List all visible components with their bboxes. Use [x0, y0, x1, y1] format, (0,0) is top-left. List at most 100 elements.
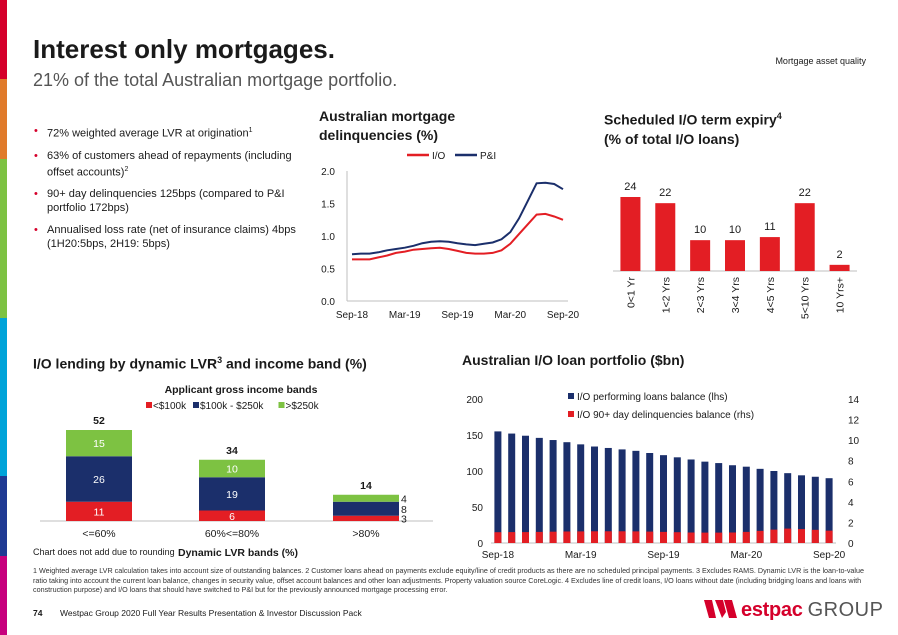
delinquency-balance-bar — [604, 531, 612, 543]
bullet-dot-icon: • — [34, 188, 38, 201]
x-tick-label: Sep-18 — [336, 310, 369, 321]
series-line-i-o — [352, 212, 564, 261]
segment-value-label: 3 — [401, 513, 407, 525]
delinquency-balance-bar — [563, 531, 571, 543]
delinquency-balance-bar — [577, 531, 585, 543]
bar-total-label: 34 — [226, 445, 238, 457]
performing-balance-bar — [701, 461, 709, 543]
y-right-tick-label: 12 — [848, 416, 860, 427]
performing-balance-bar — [591, 446, 598, 543]
x-tick-label: Sep-19 — [441, 310, 474, 321]
legend-label: I/O — [432, 151, 446, 162]
performing-balance-bar — [742, 466, 750, 543]
delinquency-chart-title: Australian mortgage delinquencies (%) — [319, 108, 456, 143]
section-tag: Mortgage asset quality — [775, 56, 866, 66]
y-left-tick-label: 150 — [466, 431, 483, 442]
legend-swatch — [568, 411, 574, 417]
performing-balance-bar — [618, 449, 626, 543]
performing-balance-bar — [825, 478, 833, 543]
x-tick-label: Sep-18 — [482, 550, 515, 561]
delinquency-balance-bar — [756, 530, 764, 543]
delinquency-balance-bar — [660, 531, 667, 543]
bar-value-label: 2 — [837, 249, 843, 261]
delinquency-balance-bar — [508, 532, 516, 543]
portfolio-chart-title: Australian I/O loan portfolio ($bn) — [462, 352, 685, 368]
delinquency-balance-bar — [591, 531, 598, 543]
x-tick-label: Mar-20 — [494, 310, 526, 321]
performing-balance-bar — [646, 453, 654, 543]
delinquency-balance-bar — [742, 531, 750, 543]
side-strip-segment — [0, 555, 7, 635]
x-axis-title: Dynamic LVR bands (%) — [178, 547, 298, 559]
performing-balance-bar — [770, 471, 778, 543]
expiry-chart-title: Scheduled I/O term expiry4 (% of total I/… — [604, 111, 782, 147]
bullet-item: • 90+ day delinquencies 125bps (compared … — [34, 188, 285, 215]
delinquency-balance-bar — [535, 531, 543, 543]
segment-value-label: 26 — [93, 474, 105, 486]
expiry-bar — [829, 264, 850, 271]
stacked-segment — [333, 494, 399, 502]
delinquency-balance-bar — [549, 531, 557, 543]
x-tick-label: <=60% — [82, 528, 115, 540]
y-tick-label: 0.5 — [321, 265, 335, 276]
legend-label: <$100k — [153, 401, 187, 412]
bullet-item: • Annualised loss rate (net of insurance … — [34, 224, 296, 251]
x-tick-label: Sep-20 — [547, 310, 580, 321]
segment-value-label: 19 — [226, 489, 238, 501]
y-left-tick-label: 0 — [477, 539, 483, 550]
x-tick-label: 1<2 Yrs — [660, 277, 672, 313]
delinquency-balance-bar — [784, 528, 792, 543]
performing-balance-bar — [563, 442, 571, 543]
side-color-strip — [0, 0, 7, 635]
y-right-tick-label: 14 — [848, 395, 860, 406]
legend-label: $100k - $250k — [200, 401, 264, 412]
westpac-w-icon — [704, 600, 737, 618]
y-right-tick-label: 0 — [848, 539, 854, 550]
performing-balance-bar — [604, 447, 612, 543]
legend-swatch — [568, 393, 574, 399]
side-strip-segment — [0, 317, 7, 397]
y-tick-label: 1.0 — [321, 232, 335, 243]
bar-value-label: 10 — [694, 224, 706, 236]
bar-total-label: 14 — [360, 480, 372, 492]
performing-balance-bar — [549, 440, 557, 543]
legend-label: P&I — [480, 151, 496, 162]
side-strip-segment — [0, 158, 7, 239]
x-tick-label: Mar-20 — [730, 550, 762, 561]
x-tick-label: Sep-20 — [813, 550, 846, 561]
delinquency-balance-bar — [729, 532, 736, 543]
expiry-bar — [759, 237, 780, 271]
y-right-tick-label: 8 — [848, 457, 854, 468]
delinquency-balance-bar — [701, 532, 709, 543]
stacked-segment — [66, 501, 132, 521]
y-tick-label: 2.0 — [321, 167, 335, 178]
x-tick-label: Mar-19 — [565, 550, 597, 561]
performing-balance-bar — [729, 465, 736, 543]
delinquency-balance-bar — [811, 529, 819, 543]
side-strip-segment — [0, 396, 7, 477]
series-line-p-i — [351, 181, 564, 256]
legend-swatch — [193, 402, 199, 408]
page-title: Interest only mortgages. — [33, 34, 335, 64]
performing-balance-bar — [715, 463, 723, 543]
key-points-list: • 72% weighted average LVR at origination… — [34, 124, 296, 259]
segment-value-label: 4 — [401, 493, 407, 505]
side-strip-segment — [0, 79, 7, 159]
footer-text: Westpac Group 2020 Full Year Results Pre… — [60, 608, 362, 618]
x-tick-label: 60%<=80% — [205, 528, 259, 540]
performing-balance-bar — [522, 435, 529, 543]
x-tick-label: 3<4 Yrs — [730, 277, 742, 313]
bullet-dot-icon: • — [34, 125, 38, 137]
y-left-tick-label: 100 — [466, 467, 483, 478]
bullet-item: • 72% weighted average LVR at origination… — [34, 125, 253, 140]
expiry-bar — [690, 240, 711, 271]
logo-group-text: GROUP — [807, 598, 884, 621]
legend-label: >$250k — [286, 401, 320, 412]
performing-balance-bar — [508, 433, 516, 543]
x-tick-label: 10 Yrs+ — [835, 277, 847, 313]
legend-swatch — [278, 402, 285, 408]
performing-balance-bar — [660, 455, 667, 543]
y-right-tick-label: 2 — [848, 518, 854, 529]
chart-note: Chart does not add due to rounding — [33, 547, 175, 557]
delinquency-balance-bar — [715, 532, 723, 543]
